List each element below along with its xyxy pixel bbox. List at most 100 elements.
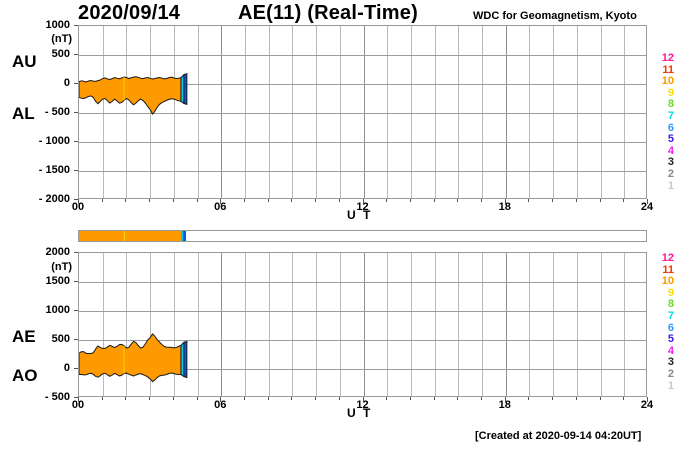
y-tickmark: [74, 170, 78, 171]
y-tick-label: 0: [63, 77, 70, 89]
legend-entry-7: 7: [667, 309, 674, 322]
x-tick-label: 06: [214, 399, 227, 411]
legend-entry-12: 12: [661, 52, 674, 64]
y-tick-label: - 500: [44, 106, 70, 118]
x-tickmark: [149, 397, 150, 400]
legend-entry-2: 2: [667, 167, 674, 180]
x-tickmark: [600, 397, 601, 400]
legend-entry-4: 4: [667, 344, 674, 357]
x-tickmark: [339, 199, 340, 202]
y-tickmark: [74, 83, 78, 84]
x-tickmark: [647, 199, 648, 204]
y-tick-label: 500: [51, 48, 70, 60]
x-tick-label: 24: [640, 201, 654, 213]
x-tickmark: [197, 199, 198, 202]
y-tickmark: [74, 310, 78, 311]
y-tick-label: 1000: [45, 19, 70, 31]
ae-ao-y-unit: (nT): [51, 261, 72, 273]
x-tickmark: [623, 397, 624, 400]
x-tickmark: [528, 199, 529, 202]
x-tickmark: [173, 199, 174, 202]
x-tickmark: [386, 397, 387, 400]
x-tickmark: [410, 397, 411, 400]
legend-entry-9: 9: [667, 286, 674, 299]
au-al-plot-area: [78, 25, 647, 199]
y-tick-label: - 1500: [38, 164, 70, 176]
y-tickmark: [74, 281, 78, 282]
legend-entry-8: 8: [667, 98, 674, 111]
x-tickmark: [220, 199, 221, 204]
x-tickmark: [291, 199, 292, 202]
legend-entry-3: 3: [667, 156, 674, 169]
x-tickmark: [363, 199, 364, 204]
legend-entry-5: 5: [667, 333, 674, 346]
y-tickmark: [74, 368, 78, 369]
legend-entry-11: 11: [662, 263, 674, 276]
x-tickmark: [268, 397, 269, 400]
x-tick-label: 18: [498, 399, 511, 411]
x-tickmark: [623, 199, 624, 202]
y-tick-label: 0: [63, 362, 70, 374]
x-tickmark: [339, 397, 340, 400]
au-series-label: AU: [12, 52, 37, 71]
x-tickmark: [102, 199, 103, 202]
x-tickmark: [244, 397, 245, 400]
ae-ao-plot-area: [78, 252, 647, 397]
x-tickmark: [505, 199, 506, 204]
y-tickmark: [74, 199, 78, 200]
x-tick-label: 06: [214, 201, 227, 213]
legend-entry-3: 3: [667, 356, 674, 369]
legend-entry-9: 9: [667, 86, 674, 99]
coverage-divider: [123, 231, 125, 241]
x-tickmark: [197, 397, 198, 400]
x-tickmark: [125, 199, 126, 202]
al-series-label: AL: [12, 104, 35, 123]
y-tick-label: 1000: [45, 304, 70, 316]
x-tickmark: [481, 397, 482, 400]
y-tick-label: 500: [51, 333, 70, 345]
legend-entry-6: 6: [667, 121, 674, 134]
legend-entry-8: 8: [667, 298, 674, 311]
page-title-index: AE(11) (Real-Time): [238, 2, 418, 24]
y-tick-label: 2000: [45, 246, 70, 258]
legend-entry-12: 12: [661, 252, 674, 264]
x-tickmark: [315, 397, 316, 400]
legend-entry-4: 4: [667, 144, 674, 157]
y-tickmark: [74, 25, 78, 26]
created-timestamp: [Created at 2020-09-14 04:20UT]: [475, 430, 642, 442]
y-tickmark: [74, 141, 78, 142]
x-tickmark: [386, 199, 387, 202]
legend-entry-1: 1: [667, 179, 674, 192]
y-tickmark: [74, 112, 78, 113]
x-tickmark: [102, 397, 103, 400]
legend-entry-5: 5: [667, 133, 674, 146]
ae-ao-x-axis-label: U T: [347, 406, 373, 420]
legend-entry-10: 10: [661, 275, 674, 288]
x-tickmark: [291, 397, 292, 400]
legend-entry-6: 6: [667, 321, 674, 334]
y-tick-label: 1500: [45, 275, 70, 287]
x-tick-label: 00: [71, 201, 85, 213]
x-tickmark: [505, 397, 506, 402]
data-coverage-bar[interactable]: [78, 230, 647, 242]
x-tickmark: [315, 199, 316, 202]
au-al-x-axis-label: U T: [347, 208, 373, 222]
x-tickmark: [481, 199, 482, 202]
x-tick-label: 12: [356, 201, 369, 213]
x-tick-label: 18: [498, 201, 511, 213]
x-tickmark: [268, 199, 269, 202]
y-tick-label: - 500: [44, 391, 70, 403]
x-tickmark: [173, 397, 174, 400]
legend-entry-10: 10: [661, 75, 674, 88]
au-al-legend: 12 11 10 9 8 7 6 5 4 3 2 1: [656, 52, 682, 192]
x-tickmark: [647, 397, 648, 402]
x-tickmark: [552, 199, 553, 202]
coverage-segment: [123, 231, 181, 241]
y-tickmark: [74, 339, 78, 340]
x-tickmark: [78, 199, 79, 204]
x-tick-label: 12: [356, 399, 369, 411]
x-tickmark: [576, 397, 577, 400]
legend-entry-2: 2: [667, 367, 674, 380]
x-tickmark: [552, 397, 553, 400]
